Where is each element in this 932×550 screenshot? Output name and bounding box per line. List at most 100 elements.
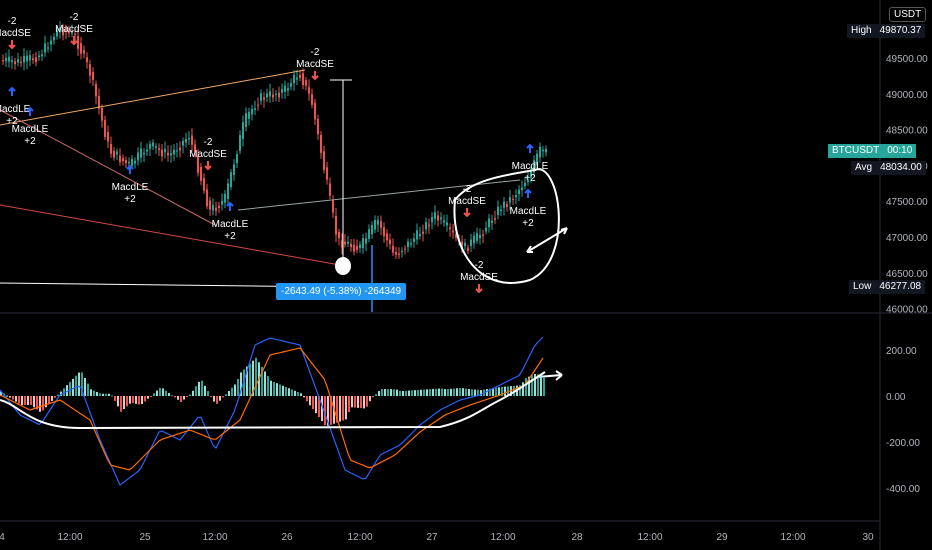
- histogram-bar: [390, 389, 392, 396]
- signal-exit-long[interactable]: MacdLE+2: [512, 143, 549, 184]
- candle-body: [206, 189, 208, 207]
- histogram-bar: [408, 390, 410, 396]
- candle-body: [431, 217, 433, 223]
- histogram-bar: [156, 390, 158, 396]
- double-arrow-price[interactable]: [526, 227, 568, 253]
- signal-count: -2: [475, 260, 484, 271]
- histogram-bar: [132, 396, 134, 404]
- candle-body: [317, 118, 319, 135]
- histogram-bar: [63, 388, 65, 396]
- histogram-bar: [504, 386, 506, 396]
- measure-handle[interactable]: [335, 257, 351, 275]
- histogram-bar: [522, 382, 524, 396]
- candle-body: [182, 140, 184, 146]
- candle-body: [428, 224, 430, 227]
- histogram-bar: [480, 390, 482, 396]
- price-axis[interactable]: 49500.0049000.0048500.0048000.0047500.00…: [886, 54, 928, 316]
- candle-body: [74, 33, 76, 35]
- histogram-bar: [228, 390, 230, 396]
- candle-body: [467, 247, 469, 251]
- candle-body: [56, 30, 58, 37]
- signal-exit-long[interactable]: MacdLE+2: [510, 188, 547, 229]
- candle-body: [329, 183, 331, 196]
- highlight-ellipse[interactable]: [453, 168, 560, 284]
- candle-body: [107, 132, 109, 142]
- candle-body: [260, 93, 262, 102]
- time-axis[interactable]: 4 12:00 25 12:00 26 12:00 27 12:00 28 12:00 29 12:0…: [0, 532, 874, 543]
- histogram-bar: [81, 372, 83, 396]
- candle-body: [419, 233, 421, 237]
- candle-body: [389, 239, 391, 245]
- signal-exit-long[interactable]: MacdLE+2: [212, 201, 249, 242]
- trendline-red-1[interactable]: [0, 109, 216, 226]
- signal-text: MacdSE: [460, 272, 498, 283]
- histogram-bar: [177, 396, 179, 400]
- candle-body: [170, 153, 172, 156]
- candle-body: [194, 144, 196, 153]
- candle-body: [104, 120, 106, 137]
- histogram-bar: [327, 396, 329, 426]
- candle-body: [20, 61, 22, 64]
- histogram-bar: [291, 389, 293, 396]
- histogram-bar: [297, 392, 299, 396]
- candle-body: [143, 152, 145, 155]
- histogram-bar: [423, 389, 425, 396]
- histogram-bar: [369, 396, 371, 402]
- candle-body: [149, 143, 151, 149]
- currency-unit[interactable]: USDT: [889, 7, 927, 22]
- candle-body: [38, 55, 40, 58]
- candle-body: [482, 234, 484, 236]
- signal-exit-long[interactable]: MacdLE+2: [12, 106, 49, 147]
- candle-body: [359, 244, 361, 249]
- histogram-bar: [339, 396, 341, 422]
- measure-label[interactable]: -2643.49 (-5.38%) -264349: [276, 283, 407, 300]
- histogram-bar: [108, 393, 110, 396]
- signal-exit-long[interactable]: MacdLE+2: [112, 164, 149, 205]
- candle-body: [413, 238, 415, 242]
- avg-tag: Avg 48034.00: [851, 161, 926, 175]
- macd-drawn-line[interactable]: [0, 371, 546, 430]
- histogram-bar: [15, 396, 17, 402]
- histogram-bar: [432, 388, 434, 396]
- candle-body: [83, 50, 85, 54]
- histogram-bar: [57, 394, 59, 396]
- histogram-bar: [276, 383, 278, 396]
- histogram-bar: [447, 389, 449, 396]
- candle-body: [545, 148, 547, 153]
- candle-body: [263, 97, 265, 100]
- candle-body: [269, 91, 271, 97]
- candle-body: [386, 233, 388, 241]
- time-tick: 4: [0, 532, 5, 543]
- candle-body: [503, 201, 505, 208]
- histogram-bar: [438, 388, 440, 396]
- macd-histogram: [0, 357, 545, 426]
- histogram-bar: [543, 377, 545, 396]
- candle-body: [395, 251, 397, 255]
- candle-body: [515, 195, 517, 198]
- price-tick: 48500.00: [886, 126, 928, 137]
- arrow-down-icon: [204, 161, 212, 171]
- price-tick: 47500.00: [886, 197, 928, 208]
- histogram-bar: [18, 396, 20, 404]
- candle-body: [29, 55, 31, 61]
- candle-body: [398, 253, 400, 255]
- histogram-bar: [138, 396, 140, 405]
- time-tick: 29: [716, 532, 728, 543]
- trendline-upper[interactable]: [0, 69, 306, 126]
- trendline-red-2[interactable]: [0, 204, 341, 266]
- macd-axis[interactable]: 200.00 0.00 -200.00 -400.00: [886, 346, 920, 495]
- candle-body: [80, 43, 82, 54]
- histogram-bar: [435, 388, 437, 396]
- time-tick: 28: [571, 532, 583, 543]
- histogram-bar: [384, 389, 386, 396]
- histogram-bar: [231, 387, 233, 396]
- candle-body: [365, 238, 367, 244]
- signal-exit-long[interactable]: MacdLE+2: [0, 86, 31, 127]
